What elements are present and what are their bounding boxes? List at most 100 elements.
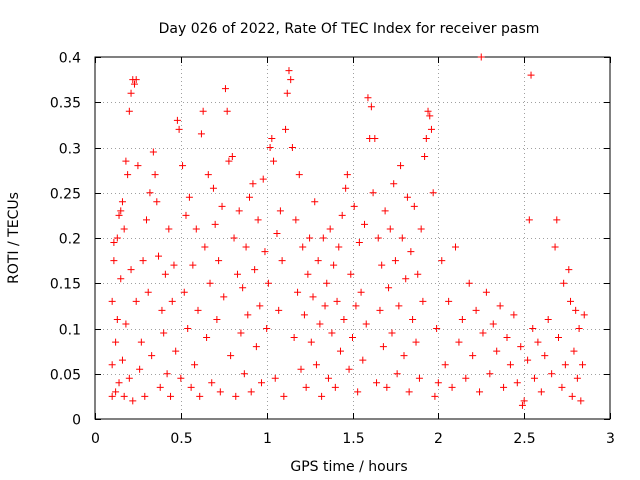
data-point xyxy=(173,116,181,124)
data-point xyxy=(261,248,269,256)
data-point xyxy=(263,325,271,332)
data-point xyxy=(239,284,247,292)
data-point xyxy=(524,356,532,364)
data-point xyxy=(127,89,135,97)
data-point xyxy=(544,315,552,323)
data-point xyxy=(580,311,588,319)
data-point xyxy=(108,297,116,305)
data-point xyxy=(199,107,207,115)
data-point xyxy=(577,397,585,405)
data-point xyxy=(172,347,180,355)
data-point xyxy=(184,325,192,332)
data-point xyxy=(558,383,566,391)
y-tick-label: 0 xyxy=(72,413,81,429)
data-point xyxy=(367,103,375,111)
data-point xyxy=(493,347,501,355)
data-point xyxy=(434,379,442,387)
data-point xyxy=(354,388,362,396)
data-point xyxy=(427,125,435,133)
data-point xyxy=(323,279,331,287)
data-point xyxy=(579,361,587,369)
data-point xyxy=(438,257,446,265)
data-point xyxy=(409,315,417,323)
y-tick-label: 0.35 xyxy=(50,96,81,112)
data-point xyxy=(297,365,305,373)
data-point xyxy=(304,270,312,278)
y-tick-label: 0.05 xyxy=(50,368,81,384)
data-point xyxy=(307,338,315,346)
data-point xyxy=(567,297,575,305)
data-point xyxy=(489,320,497,328)
data-point xyxy=(336,347,344,355)
data-point xyxy=(374,234,382,242)
data-point xyxy=(314,257,322,265)
data-point xyxy=(324,374,332,382)
data-point xyxy=(156,383,164,391)
data-point xyxy=(345,365,353,373)
data-point xyxy=(117,275,125,283)
data-point xyxy=(479,329,487,337)
data-point xyxy=(568,392,576,400)
data-point xyxy=(124,171,132,179)
data-point xyxy=(458,315,466,323)
data-point xyxy=(151,171,159,179)
data-point xyxy=(541,352,549,360)
data-point xyxy=(414,270,422,278)
grid-lines xyxy=(95,57,610,419)
data-point xyxy=(527,71,535,79)
data-point xyxy=(300,311,308,319)
data-point xyxy=(561,361,569,369)
data-point xyxy=(415,374,423,382)
data-point xyxy=(381,207,389,215)
data-point xyxy=(158,306,166,314)
data-point xyxy=(115,379,123,387)
data-point xyxy=(572,306,580,314)
data-point xyxy=(393,370,401,378)
data-point xyxy=(216,388,224,396)
data-point xyxy=(525,216,533,224)
y-tick-label: 0.1 xyxy=(59,323,81,339)
y-axis-label: ROTI / TECUs xyxy=(6,192,22,284)
data-point xyxy=(486,370,494,378)
data-point xyxy=(282,125,290,133)
data-point xyxy=(398,234,406,242)
data-point xyxy=(424,107,432,115)
data-point xyxy=(421,153,429,161)
data-point xyxy=(230,234,238,242)
data-point xyxy=(378,261,386,269)
data-point xyxy=(252,343,260,351)
data-point xyxy=(482,288,490,296)
data-point xyxy=(167,392,175,400)
data-point xyxy=(127,266,135,274)
data-point xyxy=(278,257,286,265)
data-point xyxy=(331,383,339,391)
data-point xyxy=(312,361,320,369)
data-point xyxy=(177,374,185,382)
data-point xyxy=(333,297,341,305)
data-point xyxy=(259,175,267,183)
data-point xyxy=(400,352,408,360)
x-tick-label: 1.5 xyxy=(342,431,364,447)
data-point xyxy=(242,243,250,251)
data-point xyxy=(469,352,477,360)
data-point xyxy=(266,144,274,151)
data-point xyxy=(369,189,377,197)
data-point xyxy=(227,352,235,360)
data-point xyxy=(161,270,169,278)
data-point xyxy=(108,392,116,400)
data-point xyxy=(321,302,329,310)
data-point xyxy=(383,383,391,391)
data-point xyxy=(503,334,511,342)
data-point xyxy=(335,243,343,251)
x-tick-label: 0.5 xyxy=(170,431,192,447)
data-point xyxy=(179,162,187,170)
x-tick-label: 0 xyxy=(91,431,100,447)
data-point xyxy=(271,374,279,382)
data-point xyxy=(342,184,350,192)
data-point xyxy=(165,225,173,233)
data-point xyxy=(347,270,355,278)
data-point xyxy=(319,234,327,242)
axis-ticks: 0 0.5 1 1.5 2 2.5 3 0 0.05 0.1 0.15 0.2 0.25 0.3 0.35 0… xyxy=(50,51,615,448)
data-point xyxy=(455,338,463,346)
data-point xyxy=(426,112,434,120)
